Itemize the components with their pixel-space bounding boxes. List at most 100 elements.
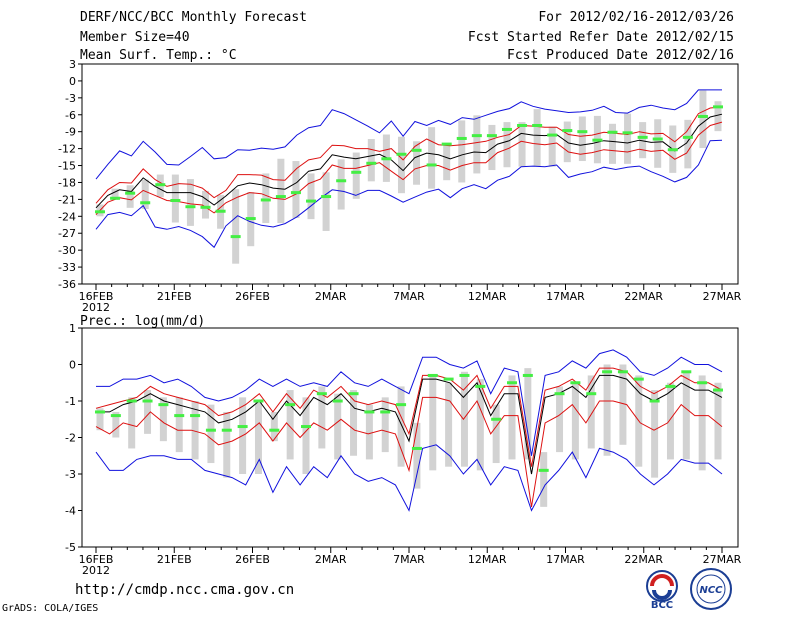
median-mark (652, 137, 663, 141)
median-mark (501, 127, 512, 131)
spread-box (533, 109, 541, 167)
median-mark (253, 399, 264, 403)
spread-box (413, 141, 421, 185)
x-tick-label: 21FEB (157, 290, 192, 303)
median-mark (622, 131, 633, 135)
spread-box (428, 127, 436, 189)
spread-box (207, 404, 215, 464)
spread-box (397, 136, 405, 194)
temperature-chart: 3 0 -3 -6 -9 -12 -15 -18 -21 -24 -27 -30 -33 -3616FEB… (58, 58, 742, 314)
median-mark (396, 403, 407, 407)
spread-box (443, 142, 451, 181)
bcc-logo: BCC (646, 570, 678, 610)
spread-box (458, 120, 466, 183)
spread-box (262, 173, 270, 224)
spread-box (270, 411, 278, 442)
x-year-label: 2012 (82, 301, 110, 314)
x-tick-label: 12MAR (468, 290, 507, 303)
spread-box (698, 375, 706, 471)
median-mark (456, 136, 467, 140)
spread-box (171, 174, 179, 223)
spread-box (144, 390, 152, 434)
spread-box (540, 452, 548, 507)
y-tick-label: -5 (65, 541, 76, 554)
median-mark (110, 414, 121, 418)
median-mark (260, 198, 271, 202)
spread-box (302, 397, 310, 474)
spread-box (413, 422, 421, 489)
y-tick-label: -30 (58, 244, 76, 257)
spread-box (639, 122, 647, 159)
x-tick-label: 7MAR (393, 553, 425, 566)
y-tick-label: -12 (58, 143, 76, 156)
x-tick-label: 22MAR (624, 290, 663, 303)
median-mark (155, 183, 166, 187)
spread-box (286, 390, 294, 460)
median-mark (245, 217, 256, 221)
ncc-logo: NCC (690, 568, 732, 610)
spread-box (202, 190, 210, 219)
median-mark (441, 142, 452, 146)
spread-box (352, 152, 360, 199)
spread-box (556, 386, 564, 453)
series-line-4 (95, 444, 723, 512)
median-mark (200, 205, 211, 209)
median-mark (95, 410, 105, 414)
series-line-2 (95, 396, 723, 507)
spread-box (624, 113, 632, 164)
median-mark (411, 446, 422, 450)
median-mark (637, 135, 648, 139)
spread-box (429, 375, 437, 471)
median-mark (602, 370, 613, 374)
spread-box (112, 411, 120, 438)
median-mark (697, 114, 708, 118)
y-tick-label: -36 (58, 278, 76, 291)
median-mark (443, 377, 454, 381)
median-mark (577, 130, 588, 134)
website-url[interactable]: http://cmdp.ncc.cma.gov.cn (75, 582, 295, 598)
x-tick-label: 7MAR (393, 290, 425, 303)
x-tick-label: 2MAR (315, 553, 347, 566)
median-mark (532, 123, 543, 127)
spread-box (503, 122, 511, 168)
median-mark (316, 392, 327, 396)
median-mark (301, 425, 311, 429)
series-line-0 (96, 374, 723, 475)
median-mark (351, 170, 362, 174)
median-mark (221, 428, 232, 432)
series-line-0 (95, 113, 723, 209)
member-size: Member Size=40 (80, 30, 190, 45)
spread-box (619, 364, 627, 445)
series-line-1 (95, 106, 723, 204)
median-mark (174, 414, 185, 418)
x-tick-label: 17MAR (546, 553, 585, 566)
median-mark (285, 403, 296, 407)
median-mark (95, 210, 105, 214)
median-mark (230, 235, 241, 239)
spread-box (318, 386, 326, 449)
spread-box (578, 116, 586, 162)
y-tick-label: -27 (58, 227, 76, 240)
ncc-logo-text: NCC (699, 585, 723, 596)
y-tick-label: -1 (65, 395, 76, 408)
x-tick-label: 16FEB (79, 553, 114, 566)
spread-box (608, 123, 616, 164)
spread-box (508, 375, 516, 460)
spread-box (292, 161, 300, 218)
median-mark (396, 152, 407, 156)
spread-box (654, 119, 662, 168)
spread-box (381, 397, 389, 453)
median-mark (321, 195, 332, 199)
x-year-label: 2012 (82, 564, 110, 577)
median-mark (411, 148, 422, 152)
y-tick-label: 0 (69, 75, 76, 88)
median-mark (665, 384, 676, 388)
precip-panel-title: Prec.: log(mm/d) (80, 314, 205, 329)
median-mark (522, 373, 533, 377)
median-mark (633, 377, 644, 381)
median-mark (364, 410, 375, 414)
x-tick-label: 27MAR (703, 290, 742, 303)
spread-box (126, 185, 134, 208)
spread-box (445, 382, 453, 467)
spread-box (571, 382, 579, 460)
